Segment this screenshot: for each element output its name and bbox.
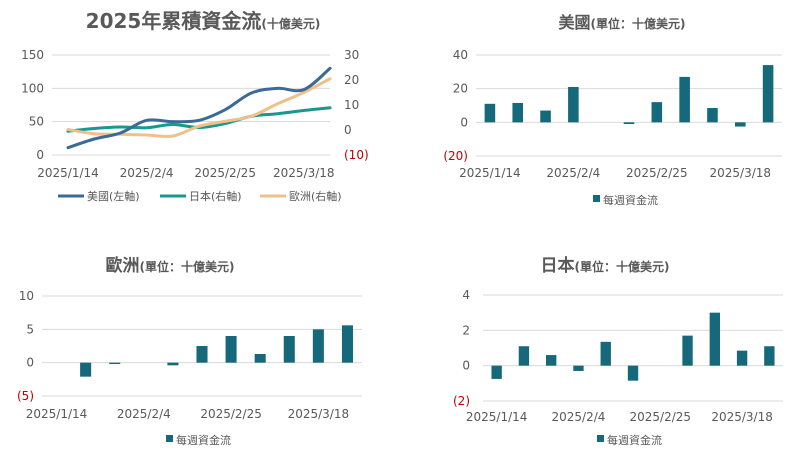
right-axis-tick-label: 20 [344,73,359,87]
y-axis-tick-label: 0 [462,359,470,373]
europe-weekly-flow-chart: 歐洲(單位：十億美元) (5) 0 5 10 2025/1/14 2025/2/4 2025/… [17,255,362,447]
chart-title-main: 2025年累積資金流 [86,9,262,33]
legend-swatch [597,435,604,442]
x-axis-tick-label: 2025/3/18 [273,166,335,180]
bar [764,346,775,366]
cumulative-flow-chart: 2025年累積資金流(十億美元) 0 50 100 150 (10) 0 10 20 30 2025… [21,9,369,203]
y-axis-tick-label: 5 [26,322,34,336]
bar [512,102,524,123]
left-axis-tick-label: 150 [21,48,44,62]
chart-title: 美國(單位：十億美元) [559,13,686,32]
bar [546,355,557,366]
x-axis-tick-label: 2025/1/14 [466,410,528,424]
chart-title-unit: (單位：十億美元) [140,259,235,274]
x-axis-tick-label: 2025/2/4 [117,407,171,421]
legend-swatch [593,195,600,202]
chart-title: 日本(單位：十億美元) [541,255,670,276]
bar [341,325,353,363]
y-axis-tick-label: (2) [453,394,470,408]
bar [623,122,635,125]
bar [709,312,720,366]
legend-label: 美國(左軸) [87,189,140,203]
bar [651,102,663,123]
chart-title-unit: (單位：十億美元) [591,16,686,31]
x-axis-tick-label: 2025/2/25 [194,166,256,180]
bar [736,350,748,366]
bar [679,76,690,123]
x-axis-tick-label: 2025/2/4 [546,166,600,180]
bar [196,346,208,363]
y-axis-tick-label: 20 [453,82,468,96]
chart-title-unit: (單位：十億美元) [575,259,670,274]
x-axis-tick-label: 2025/2/25 [630,410,692,424]
chart-title: 2025年累積資金流(十億美元) [86,9,321,33]
legend-swatch [166,435,173,442]
chart-title-unit: (十億美元) [261,16,320,31]
bar [167,362,179,366]
x-axis-tick-label: 2025/2/25 [626,166,688,180]
y-axis-tick-label: 10 [19,289,34,303]
right-axis-tick-label: 10 [344,98,359,112]
left-axis-tick-label: 50 [29,115,44,129]
legend-label: 歐洲(右軸) [289,189,342,203]
us-weekly-flow-chart: 美國(單位：十億美元) (20) 0 20 40 2025/1/14 2025/2/4 202… [443,13,782,207]
bar [762,65,774,123]
left-axis-tick-label: 0 [36,148,44,162]
bar [600,341,611,366]
chart-title-main: 美國 [559,13,591,32]
y-axis-tick-label: 40 [453,48,468,62]
x-axis-tick-label: 2025/1/14 [459,166,521,180]
chart-title-main: 日本 [541,255,575,276]
x-axis-tick-label: 2025/1/14 [26,407,88,421]
bar [484,103,496,123]
bar [682,335,693,366]
chart-title: 歐洲(單位：十億美元) [106,255,235,276]
x-axis-tick-label: 2025/2/25 [200,407,262,421]
chart-title-main: 歐洲 [106,255,140,276]
bar [540,110,551,123]
legend-label: 每週資金流 [603,193,658,207]
y-axis-tick-label: 4 [462,288,470,302]
x-axis-tick-label: 2025/3/18 [710,166,772,180]
legend-label: 日本(右軸) [189,189,242,203]
x-axis-tick-label: 2025/1/14 [37,166,99,180]
series-line-us [66,66,332,150]
x-axis-tick-label: 2025/3/18 [711,410,773,424]
x-axis-tick-label: 2025/3/18 [288,407,350,421]
bar [573,365,584,371]
bar [225,336,237,363]
y-axis-tick-label: (5) [17,389,34,403]
x-axis-tick-label: 2025/2/4 [552,410,606,424]
bar [283,336,295,363]
legend-label: 每週資金流 [607,433,662,447]
y-axis-tick-label: 0 [460,115,468,129]
bar [109,362,121,364]
y-axis-tick-label: 2 [462,323,470,337]
left-axis-tick-label: 100 [21,81,44,95]
bar [80,362,92,377]
bar [254,354,266,363]
bar [568,86,579,123]
x-axis-tick-label: 2025/2/4 [120,166,174,180]
y-axis-tick-label: 0 [26,356,34,370]
japan-weekly-flow-chart: 日本(單位：十億美元) (2) 0 2 4 2025/1/14 2025/2/4 2025/2… [453,255,783,447]
legend-label: 每週資金流 [176,433,231,447]
bar [627,365,639,381]
y-axis-tick-label: (20) [443,149,468,163]
right-axis-tick-label: (10) [344,148,369,162]
right-axis-tick-label: 30 [344,48,359,62]
bar [734,122,746,127]
right-axis-tick-label: 0 [344,123,352,137]
bar [312,329,324,363]
bar [518,346,530,366]
bar [491,365,502,379]
bar [707,108,718,123]
